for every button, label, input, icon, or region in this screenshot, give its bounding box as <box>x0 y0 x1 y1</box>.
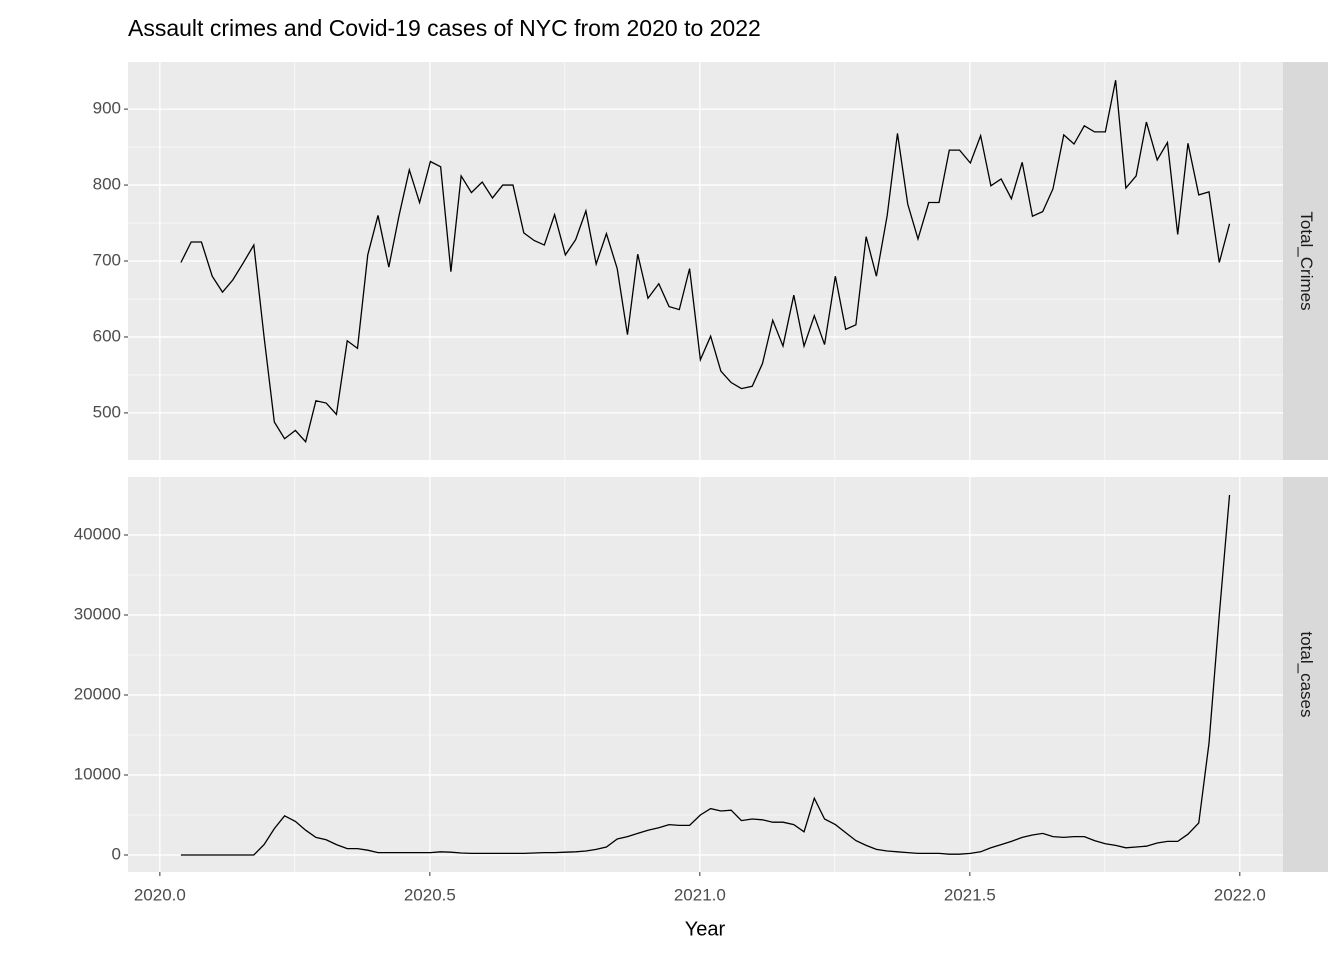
panel-background <box>128 477 1283 872</box>
x-tick-label: 2021.0 <box>674 885 726 904</box>
y-tick-label: 900 <box>93 99 121 118</box>
chart-title: Assault crimes and Covid-19 cases of NYC… <box>128 15 761 41</box>
x-axis-label: Year <box>685 918 726 940</box>
y-tick-label: 20000 <box>74 684 121 703</box>
y-tick-label: 800 <box>93 175 121 194</box>
x-tick-label: 2020.5 <box>404 885 456 904</box>
y-tick-label: 700 <box>93 250 121 269</box>
line <box>180 494 1231 856</box>
line <box>180 80 1231 444</box>
y-tick-label: 600 <box>93 326 121 345</box>
x-tick-label: 2020.0 <box>134 885 186 904</box>
y-tick-label: 10000 <box>74 764 121 783</box>
x-tick-label: 2021.5 <box>944 885 996 904</box>
y-tick-label: 40000 <box>74 524 121 543</box>
y-tick-label: 30000 <box>74 604 121 623</box>
x-tick-label: 2022.0 <box>1214 885 1266 904</box>
y-tick-label: 0 <box>112 844 121 863</box>
strip-background <box>1283 477 1328 872</box>
strip-label: total_cases <box>1297 632 1316 718</box>
strip-background <box>1283 62 1328 460</box>
y-tick-label: 500 <box>93 402 121 421</box>
strip-label: Total_Crimes <box>1297 211 1316 310</box>
